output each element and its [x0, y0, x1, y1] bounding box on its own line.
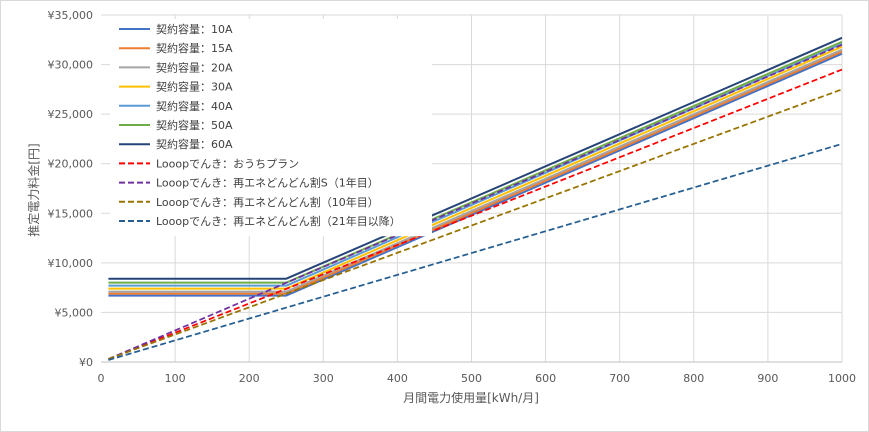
- series-line-1: [108, 52, 843, 297]
- x-tick-label: 200: [239, 372, 260, 385]
- x-axis-title: 月間電力使用量[kWh/月]: [403, 390, 539, 405]
- legend-background: [110, 19, 432, 237]
- series-line-8: [108, 68, 843, 360]
- legend-label: Looopでんき：再エネどんどん割（10年目）: [156, 195, 379, 209]
- x-tick-label: 800: [683, 372, 704, 385]
- x-tick-label: 300: [313, 372, 334, 385]
- y-tick-label: ¥30,000: [48, 59, 94, 72]
- legend: 契約容量：10A 契約容量：15A 契約容量：20A 契約容量：30A 契約容量：40A…: [110, 19, 432, 237]
- legend-label: Looopでんき：おうちプラン: [156, 157, 299, 170]
- x-tick-label: 900: [757, 372, 778, 385]
- series-line-7: [108, 36, 843, 280]
- x-tick-label: 100: [165, 372, 186, 385]
- y-tick-label: ¥5,000: [55, 306, 94, 319]
- legend-label: Looopでんき：再エネどんどん割S（1年目）: [156, 176, 379, 190]
- axes: 0 100 200 300 400 500 600 700 800 900 1000 ¥0 ¥5,000…: [48, 9, 857, 385]
- y-tick-label: ¥25,000: [48, 108, 94, 121]
- series-line-9: [108, 43, 843, 360]
- y-tick-label: ¥20,000: [48, 158, 94, 171]
- legend-label: 契約容量：20A: [156, 60, 233, 74]
- x-tick-label: 0: [98, 372, 105, 385]
- y-tick-label: ¥0: [79, 356, 93, 369]
- series-lines: [108, 36, 843, 361]
- legend-label: 契約容量：15A: [156, 41, 233, 55]
- legend-label: Looopでんき：再エネどんどん割（21年目以降）: [156, 214, 401, 228]
- x-tick-label: 700: [609, 372, 630, 385]
- y-tick-label: ¥35,000: [48, 9, 94, 22]
- series-line-10: [108, 88, 843, 360]
- x-tick-label: 500: [461, 372, 482, 385]
- y-axis-title: 推定電力料金[円]: [26, 143, 41, 236]
- legend-label: 契約容量：60A: [156, 137, 233, 151]
- series-line-3: [108, 48, 843, 293]
- legend-label: 契約容量：40A: [156, 99, 233, 113]
- legend-label: 契約容量：50A: [156, 118, 233, 132]
- x-tick-label: 400: [387, 372, 408, 385]
- legend-label: 契約容量：30A: [156, 80, 233, 94]
- x-tick-label: 600: [535, 372, 556, 385]
- x-tick-label: 1000: [828, 372, 856, 385]
- y-tick-label: ¥10,000: [48, 257, 94, 270]
- legend-label: 契約容量：10A: [156, 22, 233, 36]
- series-line-11: [108, 143, 843, 361]
- y-tick-label: ¥15,000: [48, 207, 94, 220]
